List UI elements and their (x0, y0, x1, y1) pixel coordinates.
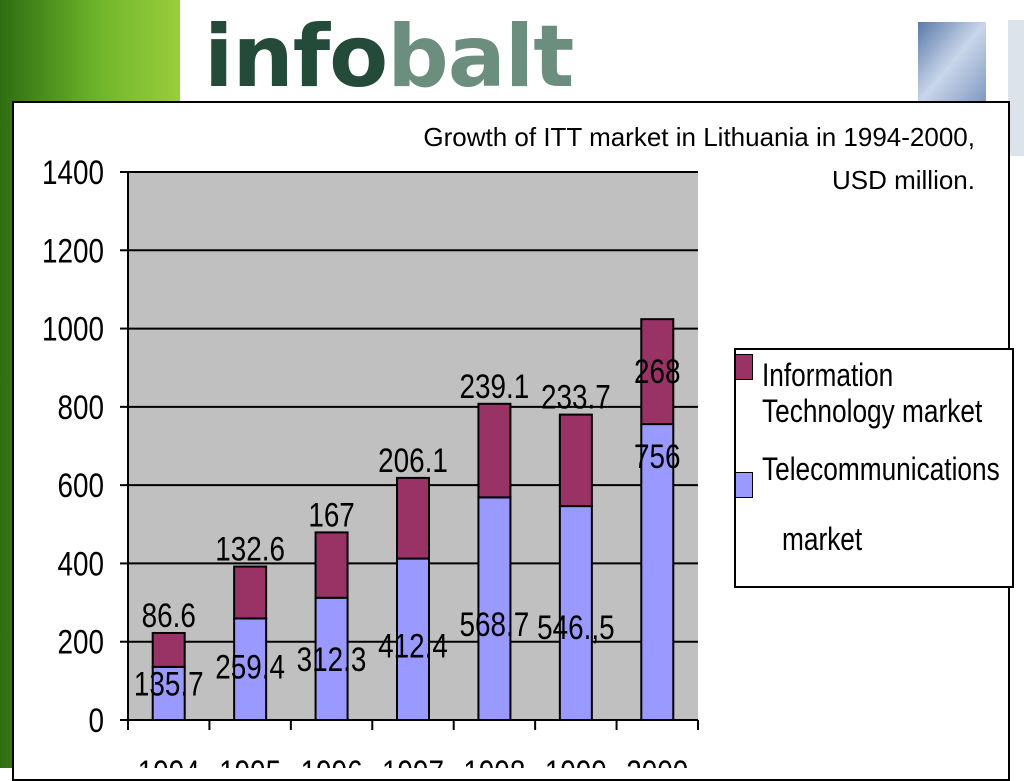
infobalt-logo: infobalt (204, 14, 574, 100)
y-tick-label: 0 (88, 701, 104, 739)
bar-it-1995 (233, 565, 268, 620)
y-tick-label: 1200 (42, 232, 104, 270)
chart-title-line1: Growth of ITT market in Lithuania in 199… (423, 122, 975, 152)
legend-label-tel-line2: market (782, 521, 863, 557)
x-tick-label-2000: 2000 (626, 753, 688, 768)
right-edge-strip (1008, 20, 1024, 156)
legend-swatch-tel (735, 472, 753, 498)
legend-swatch-it (735, 354, 753, 380)
x-tick-label-1999: 1999 (545, 753, 607, 768)
corner-photo (918, 22, 986, 104)
bar-it-1996 (314, 531, 349, 599)
data-label-tel-2000: 756 (634, 437, 681, 475)
data-label-tel-1998: 568.7 (460, 605, 530, 643)
y-tick-label: 800 (57, 388, 104, 426)
data-label-tel-1997: 412.4 (378, 627, 448, 665)
data-label-it-1998: 239.1 (460, 367, 530, 405)
y-tick-label: 600 (57, 467, 104, 505)
x-tick-label-1997: 1997 (382, 753, 444, 768)
y-tick-label: 1400 (42, 153, 104, 191)
chart-title-line2: USD million. (831, 165, 975, 195)
y-tick-label: 1000 (42, 310, 104, 348)
x-tick-label-1996: 1996 (301, 753, 363, 768)
data-label-tel-1999: 546.,5 (537, 609, 614, 647)
data-label-it-1997: 206.1 (378, 441, 448, 479)
logo-part-balt: balt (387, 7, 574, 107)
x-tick-label-1995: 1995 (219, 753, 281, 768)
data-label-it-1994: 86.6 (142, 596, 196, 634)
bar-it-1997 (396, 476, 430, 560)
y-tick-label: 200 (57, 623, 104, 661)
legend-label-it-line2: Technology market (762, 393, 983, 429)
y-tick-label: 400 (57, 545, 104, 583)
data-label-it-1999: 233.7 (541, 378, 611, 416)
data-label-it-1995: 132.6 (215, 530, 285, 568)
data-label-tel-1996: 312.3 (297, 641, 367, 679)
chart-legend: Information Technology market Telecommun… (734, 348, 1014, 588)
bar-it-1994 (151, 631, 186, 668)
data-label-tel-1995: 259.4 (215, 648, 285, 686)
data-label-it-2000: 268 (634, 353, 681, 391)
bar-it-1999 (558, 413, 593, 508)
bar-tel-1996 (314, 596, 349, 721)
x-tick-label-1998: 1998 (463, 753, 525, 768)
legend-label-it-line1: Information (762, 357, 894, 393)
data-label-it-1996: 167 (308, 496, 355, 534)
data-label-tel-1994: 135.7 (134, 665, 204, 703)
x-tick-label-1994: 1994 (138, 753, 200, 768)
bar-tel-1997 (396, 557, 430, 721)
bar-it-2000 (640, 318, 675, 426)
logo-part-info: info (204, 7, 388, 107)
bar-tel-1999 (558, 505, 593, 721)
legend-label-tel-line1: Telecommunications (762, 451, 1000, 487)
bar-it-1998 (477, 402, 512, 499)
bar-tel-2000 (640, 423, 675, 721)
